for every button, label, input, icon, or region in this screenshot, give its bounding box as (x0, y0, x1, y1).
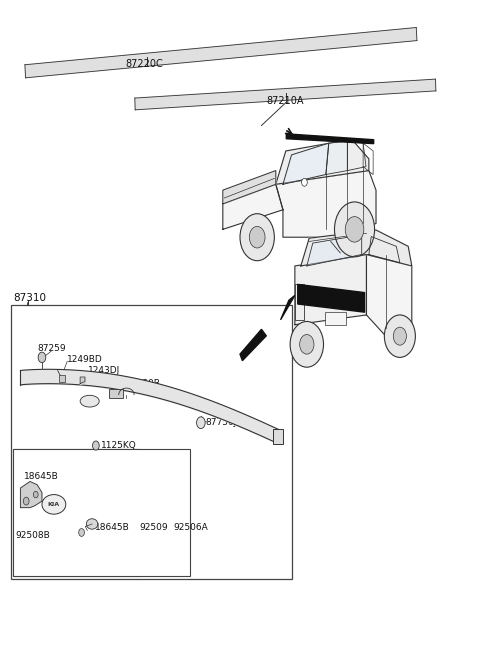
Polygon shape (281, 295, 295, 320)
Text: 18645B: 18645B (95, 523, 130, 532)
Ellipse shape (80, 396, 99, 407)
Polygon shape (326, 141, 348, 174)
Circle shape (300, 335, 314, 354)
Bar (274, 429, 283, 443)
Ellipse shape (42, 495, 66, 514)
Circle shape (34, 491, 38, 498)
Bar (11, 305, 292, 579)
Text: 92506A: 92506A (173, 523, 208, 532)
Circle shape (93, 441, 99, 450)
Circle shape (197, 417, 205, 428)
Bar (13, 449, 190, 576)
Circle shape (335, 202, 374, 256)
Bar (295, 284, 304, 320)
Circle shape (393, 327, 407, 345)
Text: 1243DJ: 1243DJ (88, 366, 120, 375)
Polygon shape (276, 171, 376, 237)
Polygon shape (366, 255, 412, 341)
Polygon shape (21, 482, 42, 508)
Polygon shape (307, 235, 362, 266)
Text: 92509: 92509 (140, 523, 168, 532)
Polygon shape (25, 28, 417, 78)
Text: 87310: 87310 (13, 293, 46, 303)
Text: 1249BD: 1249BD (67, 355, 103, 364)
Text: 87210A: 87210A (266, 96, 304, 106)
Polygon shape (276, 139, 369, 184)
Polygon shape (223, 171, 276, 204)
Ellipse shape (86, 519, 98, 529)
Polygon shape (240, 329, 266, 361)
Circle shape (24, 497, 29, 505)
Polygon shape (295, 255, 366, 325)
Text: 81750B: 81750B (125, 379, 160, 388)
Circle shape (240, 214, 275, 260)
Polygon shape (223, 184, 283, 230)
Bar (59, 375, 65, 382)
Text: 87220C: 87220C (125, 59, 163, 69)
Circle shape (345, 216, 364, 242)
Text: 87756J: 87756J (205, 418, 237, 426)
Text: 1125KQ: 1125KQ (101, 441, 136, 450)
Bar (324, 312, 346, 325)
Polygon shape (80, 377, 85, 384)
Polygon shape (283, 143, 329, 184)
Circle shape (38, 352, 46, 363)
Circle shape (249, 226, 265, 248)
Text: 92508B: 92508B (16, 531, 50, 541)
Bar (109, 389, 123, 398)
Polygon shape (135, 79, 436, 110)
Circle shape (384, 315, 415, 358)
Text: 18645B: 18645B (24, 472, 59, 482)
Text: KIA: KIA (48, 502, 60, 507)
Circle shape (301, 178, 307, 186)
Circle shape (79, 529, 84, 537)
Circle shape (290, 321, 324, 367)
Bar (13, 449, 140, 576)
Polygon shape (301, 230, 412, 266)
Text: 87259: 87259 (37, 344, 66, 354)
